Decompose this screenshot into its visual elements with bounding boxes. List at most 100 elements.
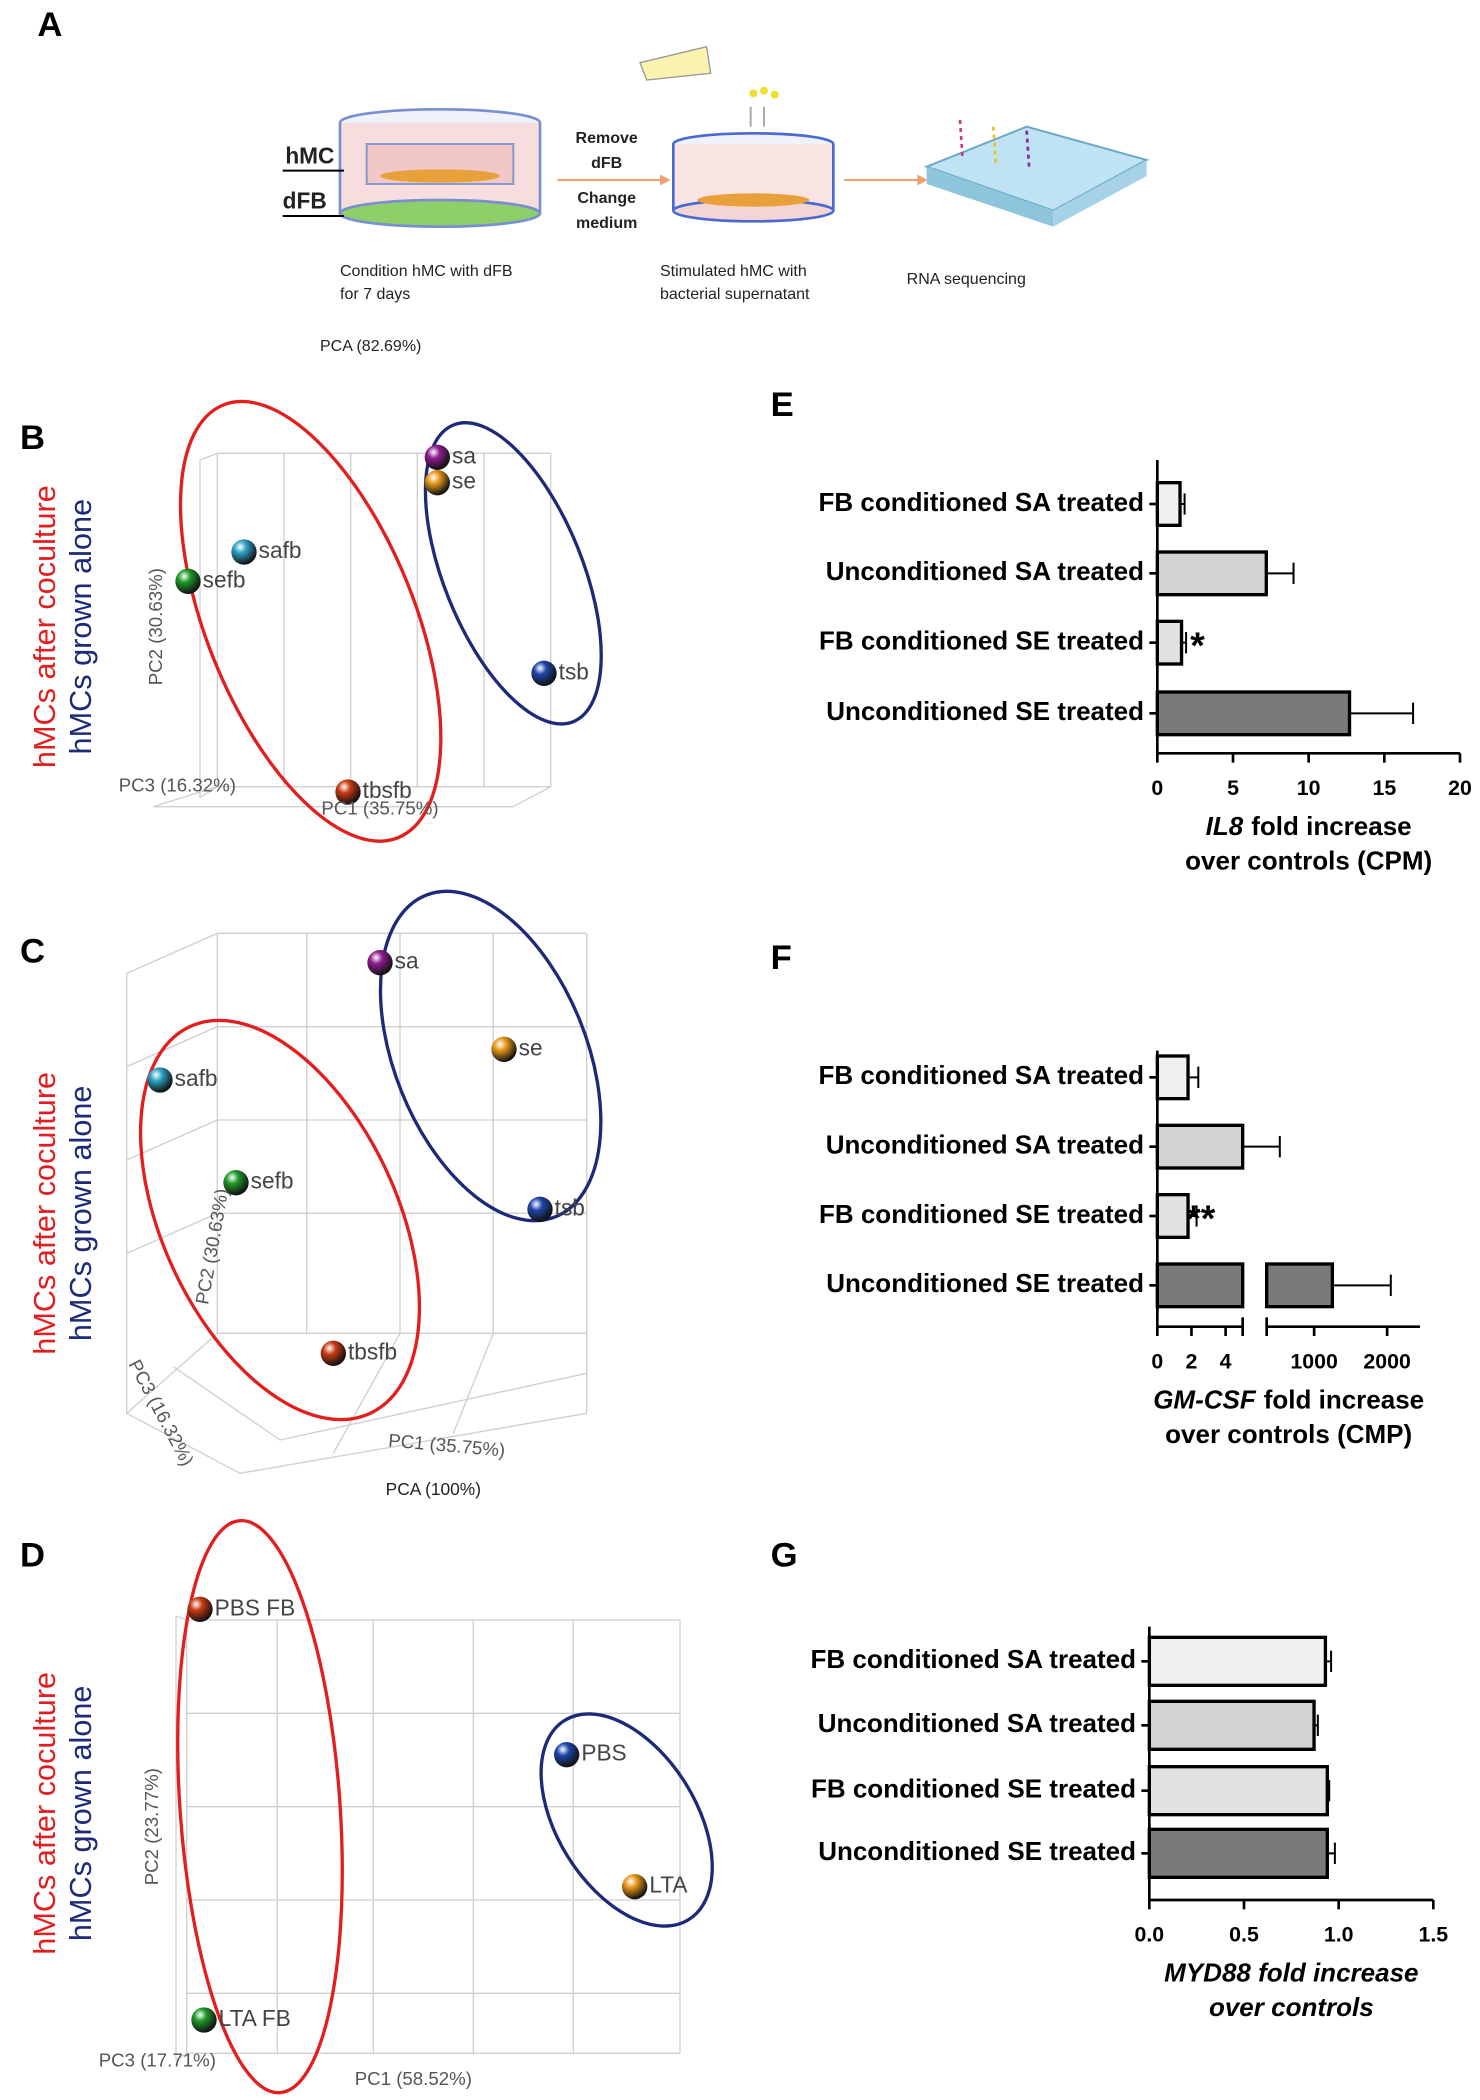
panel-letter: A [37, 6, 62, 44]
point-label: tbsfb [348, 1338, 397, 1364]
point-label: sefb [203, 566, 246, 592]
grid-line [513, 786, 551, 808]
grid-line [126, 1212, 218, 1254]
error-bar [1181, 632, 1188, 654]
axis-label: PC1 (58.52%) [355, 2068, 472, 2089]
x-axis-label: over controls (CPM) [1185, 846, 1432, 876]
point-label: sefb [251, 1168, 294, 1194]
sample-point [320, 1340, 346, 1366]
x-tick-label: 0 [1151, 776, 1163, 800]
caption: bacterial supernatant [660, 286, 810, 303]
category-label: FB conditioned SE treated [811, 1774, 1136, 1804]
sample-point [424, 444, 450, 470]
error-bar [1349, 702, 1415, 724]
x-axis-label: IL8 fold increase [1206, 811, 1412, 841]
bar [1155, 690, 1352, 737]
x-tick-label: 1.0 [1324, 1923, 1354, 1947]
bar [1155, 1193, 1190, 1239]
axis-label: PC3 (16.32%) [119, 775, 236, 796]
point-label: tbsfb [363, 777, 412, 803]
group-label: hMCs grown alone [64, 1086, 98, 1342]
grid-line [126, 1026, 218, 1068]
x-axis-label: over controls [1209, 1992, 1374, 2022]
point-label: se [452, 468, 476, 494]
panel-letter: F [771, 939, 792, 977]
panel-letter: E [771, 386, 794, 424]
sample-point [231, 539, 257, 565]
axis-label: PC1 (35.75%) [388, 1430, 507, 1461]
panel-letter: C [20, 932, 45, 970]
grid-line [172, 1366, 281, 1441]
x-tick-label: 10 [1297, 776, 1321, 800]
significance: * [1190, 624, 1205, 666]
group-label: hMCs after coculture [28, 1672, 62, 1955]
x-tick-label: 15 [1372, 776, 1396, 800]
point-label: PBS [581, 1740, 626, 1766]
note: PCA (82.69%) [320, 338, 421, 355]
sample-point [554, 1742, 580, 1768]
step-label: medium [576, 215, 637, 232]
point-label: LTA FB [219, 2005, 291, 2031]
sample-point [491, 1036, 517, 1062]
bar [1155, 1123, 1245, 1170]
grid-line [126, 932, 218, 974]
category-label: Unconditioned SE treated [818, 1836, 1136, 1866]
group-label: hMCs grown alone [64, 1686, 98, 1942]
group-label: hMCs after coculture [28, 1072, 62, 1355]
grid-line [175, 2052, 188, 2061]
point-label: sa [452, 442, 476, 468]
error-bar [1242, 1136, 1281, 1158]
x-axis-label: over controls (CMP) [1165, 1419, 1412, 1449]
grid-line [279, 1372, 587, 1441]
category-label: FB conditioned SA treated [819, 487, 1145, 517]
category-label: FB conditioned SA treated [819, 1060, 1145, 1090]
grid-line [126, 1332, 218, 1414]
point-label: safb [175, 1065, 218, 1091]
category-label: FB conditioned SE treated [819, 1199, 1144, 1229]
group-ellipse [138, 1018, 422, 1422]
grid-line [126, 1412, 241, 1474]
group-ellipse [176, 1518, 344, 2095]
step-label: Change [577, 190, 636, 207]
panel-letter: G [771, 1536, 798, 1574]
schematic [282, 45, 1150, 228]
bar [1265, 1262, 1335, 1309]
category-label: Unconditioned SE treated [826, 1268, 1144, 1298]
category-label: FB conditioned SA treated [811, 1644, 1137, 1674]
bar [1155, 1262, 1245, 1309]
point-label: LTA [649, 1872, 688, 1898]
bar [1155, 619, 1184, 666]
grid-line [239, 1412, 587, 1474]
group-ellipse [423, 421, 603, 726]
caption: Condition hMC with dFB [340, 263, 513, 280]
grid-line [332, 1333, 401, 1454]
x-axis-label-text: fold increase [1264, 1384, 1424, 1414]
sample-point [531, 660, 557, 686]
significance: ** [1186, 1197, 1216, 1239]
x-axis-label-gene: GM-CSF [1153, 1384, 1257, 1414]
bar [1147, 1699, 1316, 1751]
error-bar [1314, 1714, 1319, 1736]
point-label: safb [259, 537, 302, 563]
x-tick-label: 4 [1220, 1349, 1232, 1373]
x-tick-label: 0.0 [1135, 1923, 1165, 1947]
category-label: Unconditioned SA treated [826, 556, 1144, 586]
x-axis-label-text: fold increase [1251, 811, 1411, 841]
bar [1147, 1827, 1329, 1879]
axis-label: PC2 (30.63%) [145, 568, 166, 685]
group-ellipse [378, 889, 603, 1223]
axis-label: PC1 (35.75%) [321, 797, 438, 818]
axis-label: PC2 (30.63%) [191, 1187, 232, 1306]
x-tick-label: 20 [1448, 776, 1472, 800]
bar [1155, 481, 1182, 527]
group-label: hMCs grown alone [64, 499, 98, 755]
error-bar [1188, 1066, 1200, 1088]
bar [1155, 1054, 1190, 1101]
point-label: sa [395, 948, 419, 974]
group-ellipse [178, 399, 443, 843]
x-tick-label: 5 [1227, 776, 1239, 800]
bar [1147, 1635, 1328, 1687]
grid-line [452, 1333, 494, 1434]
